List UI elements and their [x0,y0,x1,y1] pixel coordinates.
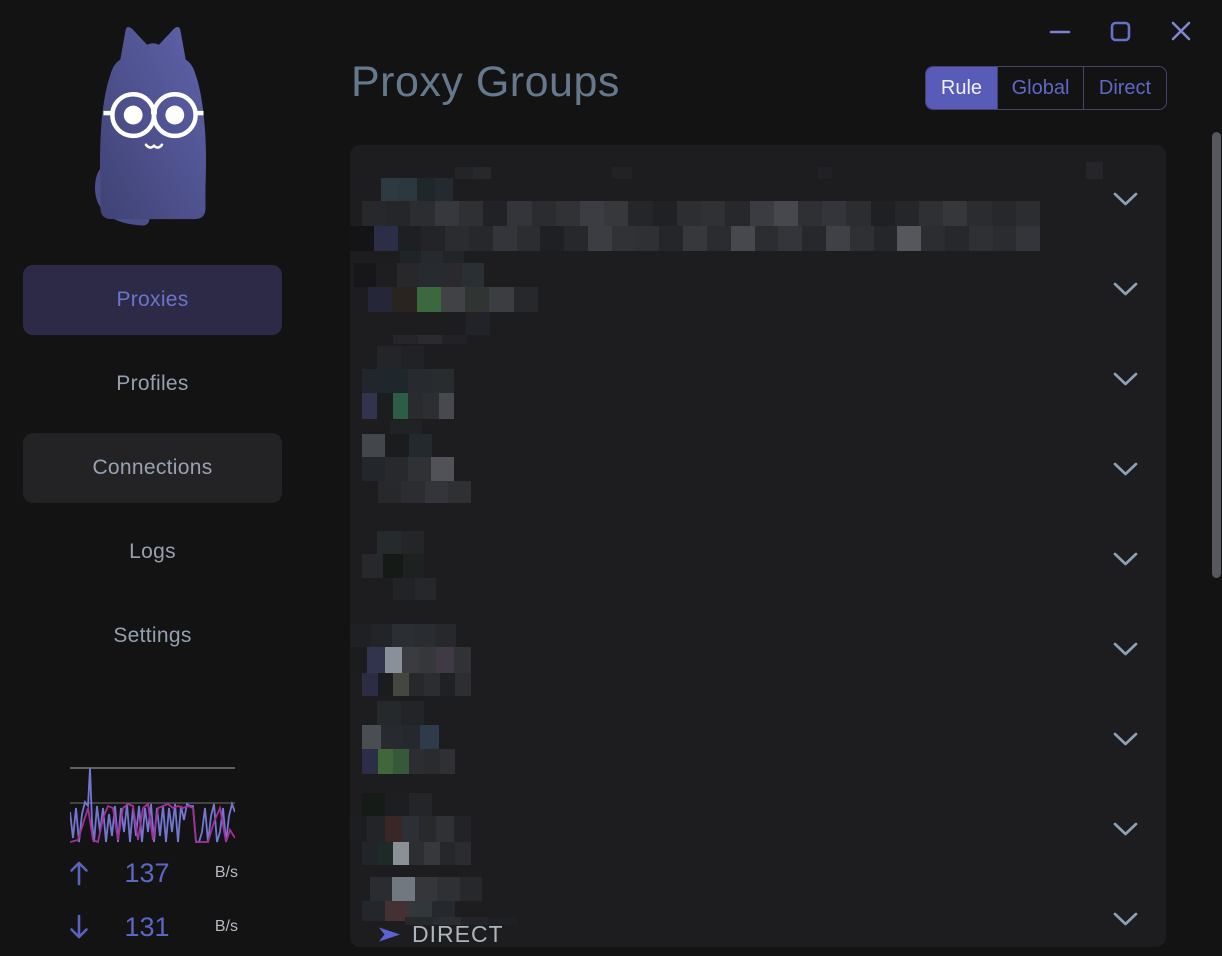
sidebar-item-label: Settings [113,624,192,647]
proxy-group-row[interactable] [350,606,1166,696]
upload-speed-value: 137 [124,857,170,888]
proxy-group-row[interactable] [350,696,1166,786]
mode-global-button[interactable]: Global [997,67,1083,109]
close-button[interactable] [1162,12,1200,50]
scrollbar[interactable] [1212,132,1221,578]
censored-mosaic [818,167,832,179]
proxy-group-row[interactable] [350,786,1166,876]
censored-mosaic [362,369,454,393]
download-speed-value: 131 [124,911,170,942]
censored-mosaic [381,178,453,201]
sidebar-item-proxies[interactable]: Proxies [23,265,282,335]
sidebar-item-label: Profiles [116,372,189,395]
censored-mosaic [612,167,632,179]
censored-mosaic [362,793,432,816]
proxy-group-row[interactable]: DIRECT [350,876,1166,947]
censored-mosaic [362,749,455,774]
chevron-down-icon[interactable] [1113,192,1138,207]
chevron-down-icon[interactable] [1113,552,1138,567]
censored-mosaic [362,434,432,457]
chevron-down-icon[interactable] [1113,912,1138,927]
censored-mosaic [350,226,1040,251]
chevron-down-icon[interactable] [1113,732,1138,747]
traffic-line-upload [70,767,235,843]
censored-mosaic [377,531,424,554]
mode-direct-button[interactable]: Direct [1083,67,1166,109]
chevron-down-icon[interactable] [1113,372,1138,387]
sidebar-item-label: Logs [129,540,176,563]
censored-mosaic [466,312,490,335]
chevron-down-icon[interactable] [1113,822,1138,837]
proxy-group-row[interactable] [350,336,1166,438]
censored-mosaic [362,673,471,696]
censored-mosaic [362,457,454,481]
censored-mosaic [390,420,422,438]
censored-mosaic [362,201,1040,226]
mode-rule-button[interactable]: Rule [926,67,997,109]
minimize-button[interactable] [1041,12,1079,50]
direct-arrow-icon [379,927,400,942]
proxy-item-label: DIRECT [412,921,504,947]
upload-speed-unit: B/s [214,864,238,881]
proxy-group-row[interactable] [350,246,1166,344]
censored-mosaic [377,346,424,369]
proxy-group-row[interactable] [350,426,1166,516]
chevron-down-icon[interactable] [1113,282,1138,297]
arrow-up-icon [70,861,88,886]
traffic-download-row: 131 B/s [68,910,238,944]
censored-mosaic [350,816,471,842]
clash-cat-logo [95,26,207,226]
censored-mosaic [362,554,424,578]
sidebar-item-logs[interactable]: Logs [23,517,282,587]
proxy-item-direct[interactable]: DIRECT [378,921,504,947]
censored-mosaic [393,335,467,344]
cat-glasses [103,92,204,139]
proxy-groups-panel: DIRECT [350,145,1166,947]
chevron-down-icon[interactable] [1113,462,1138,477]
censored-mosaic [354,263,484,287]
traffic-upload-row: 137 B/s [68,856,238,890]
cat-mouth [144,143,164,149]
proxy-mode-switch: Rule Global Direct [925,66,1167,110]
censored-mosaic [350,647,471,673]
proxy-group-row[interactable] [350,516,1166,606]
maximize-button[interactable] [1101,12,1139,50]
traffic-line-download [70,802,235,844]
censored-mosaic [1086,162,1103,179]
sidebar-item-profiles[interactable]: Profiles [23,349,282,419]
sidebar-item-label: Connections [92,456,213,479]
censored-mosaic [455,167,491,179]
traffic-sparkline [70,767,235,844]
close-icon [1171,21,1191,41]
proxy-group-row[interactable] [350,156,1166,263]
censored-mosaic [362,393,454,419]
censored-mosaic [362,725,439,749]
censored-mosaic [400,251,464,263]
sidebar-item-settings[interactable]: Settings [23,601,282,671]
minimize-icon [1049,30,1071,34]
censored-mosaic [362,842,471,865]
sidebar-item-connections[interactable]: Connections [23,433,282,503]
censored-mosaic [405,917,517,925]
censored-mosaic [350,624,456,647]
page-title: Proxy Groups [351,58,620,106]
download-speed-unit: B/s [214,918,238,935]
censored-mosaic [368,287,538,312]
censored-mosaic [393,578,436,600]
censored-mosaic [362,901,455,921]
censored-mosaic [377,701,424,725]
arrow-down-icon [70,914,88,939]
censored-mosaic [378,481,471,503]
maximize-icon [1110,21,1131,42]
censored-mosaic [370,877,482,901]
sidebar-item-label: Proxies [116,288,189,311]
chevron-down-icon[interactable] [1113,642,1138,657]
